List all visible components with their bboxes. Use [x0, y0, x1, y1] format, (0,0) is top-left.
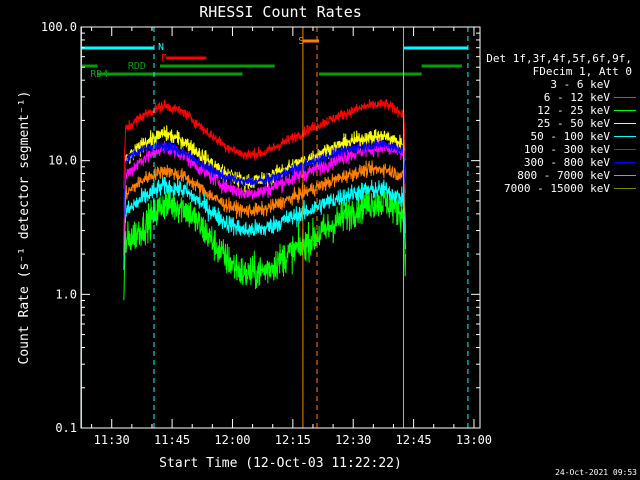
legend-item-300-800-kev: 300 - 800 keV: [482, 156, 638, 169]
legend-swatch: [614, 97, 636, 98]
trace-layer: [123, 99, 406, 304]
legend-item-800-7000-kev: 800 - 7000 keV: [482, 169, 638, 182]
y-tick-label: 10.0: [48, 154, 77, 168]
legend-label: 7000 - 15000 keV: [504, 182, 610, 195]
series-line-6-12-kev: [123, 140, 406, 241]
legend-label: 6 - 12 keV: [543, 91, 610, 104]
flag-layer: NF RDD RD4 S: [81, 36, 468, 80]
legend-item-7000-15000-kev: 7000 - 15000 keV: [482, 182, 638, 195]
x-tick-label: 13:00: [456, 433, 492, 447]
legend-label: 100 - 300 keV: [523, 143, 610, 156]
series-line-300-800-kev: [123, 137, 406, 225]
y-axis-label: Count Rate (s⁻¹ detector segment⁻¹): [17, 91, 32, 365]
legend-swatch: [614, 188, 636, 189]
chart-title: RHESSI Count Rates: [199, 3, 362, 21]
x-tick-label: 12:00: [214, 433, 250, 447]
flag-label-n: N: [158, 42, 164, 53]
legend-swatch: [614, 175, 636, 176]
legend-label: 3 - 6 keV: [550, 78, 610, 91]
legend-item-12-25-kev: 12 - 25 keV: [482, 104, 638, 117]
legend-label: 800 - 7000 keV: [517, 169, 610, 182]
legend-swatch: [614, 162, 636, 163]
legend-item-50-100-kev: 50 - 100 keV: [482, 130, 638, 143]
legend-item-100-300-kev: 100 - 300 keV: [482, 143, 638, 156]
legend-label: 12 - 25 keV: [537, 104, 610, 117]
x-axis: 11:30 11:45 12:00 12:15 12:30 12:45 13:00: [91, 27, 492, 447]
vertical-marker-layer: [81, 27, 469, 428]
legend-swatch: [614, 123, 636, 124]
flag-label-rd4: RD4: [90, 69, 108, 80]
x-tick-label: 12:30: [335, 433, 371, 447]
legend-swatch: [614, 110, 636, 111]
x-tick-label: 12:15: [275, 433, 311, 447]
legend-label: 25 - 50 keV: [537, 117, 610, 130]
series-line-100-300-kev: [123, 99, 406, 189]
generation-timestamp: 24-Oct-2021 09:53: [555, 468, 637, 477]
legend-item-6-12-kev: 6 - 12 keV: [482, 91, 638, 104]
plot-frame: [80, 26, 481, 429]
legend-label: 50 - 100 keV: [530, 130, 610, 143]
legend-header-line-1: Det 1f,3f,4f,5f,6f,9f,: [486, 52, 632, 65]
flag-label-f: F: [161, 53, 167, 64]
y-tick-label: 100.0: [41, 20, 77, 34]
flag-label-s: S: [298, 36, 304, 47]
legend-label: 300 - 800 keV: [523, 156, 610, 169]
y-axis: 0.1 1.0 10.0 100.0: [41, 20, 480, 435]
flag-label-rdd: RDD: [128, 61, 146, 72]
legend: Det 1f,3f,4f,5f,6f,9f, FDecim 1, Att 0 3…: [482, 52, 638, 195]
y-tick-label: 1.0: [55, 287, 77, 301]
x-axis-label: Start Time (12-Oct-03 11:22:22): [159, 456, 402, 471]
series-line-50-100-kev: [123, 175, 406, 271]
legend-swatch: [614, 136, 636, 137]
y-tick-label: 0.1: [55, 421, 77, 435]
x-tick-label: 11:45: [154, 433, 190, 447]
legend-item-3-6-kev: 3 - 6 keV: [482, 78, 638, 91]
legend-item-25-50-kev: 25 - 50 keV: [482, 117, 638, 130]
x-tick-label: 11:30: [94, 433, 130, 447]
legend-swatch: [614, 84, 636, 85]
legend-swatch: [614, 149, 636, 150]
legend-header-line-2: FDecim 1, Att 0: [532, 65, 632, 78]
series-line-800-7000-kev: [123, 160, 406, 257]
x-tick-label: 12:45: [396, 433, 432, 447]
legend-rows: 3 - 6 keV 6 - 12 keV 12 - 25 keV 25 - 50 ke…: [482, 78, 638, 195]
